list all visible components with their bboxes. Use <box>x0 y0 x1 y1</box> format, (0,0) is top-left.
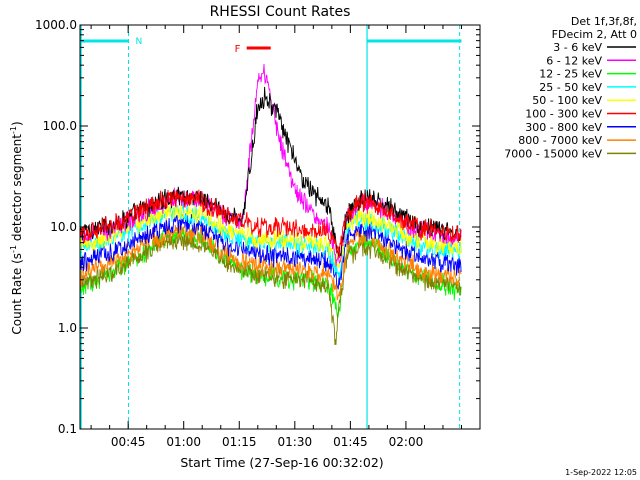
y-axis-label-close: ) <box>10 121 24 126</box>
chart-title: RHESSI Count Rates <box>210 4 351 20</box>
legend-label: 7000 - 15000 keV <box>504 147 602 160</box>
x-tick-label: 02:00 <box>389 435 424 449</box>
series-line-50-to-100keV-keV <box>79 203 462 270</box>
x-tick-label: 01:30 <box>278 435 313 449</box>
legend-label: 12 - 25 keV <box>539 68 602 81</box>
y-axis-label-tail: detector segment <box>10 134 24 245</box>
x-tick-label: 01:45 <box>333 435 368 449</box>
legend-label: 300 - 800 keV <box>525 121 602 134</box>
series-line-100-to-300keV-keV <box>79 189 462 259</box>
flare-label: F <box>235 44 241 55</box>
y-tick-label: 10.0 <box>50 220 77 234</box>
x-tick-label: 01:00 <box>166 435 201 449</box>
x-axis-label: Start Time (27-Sep-16 00:32:02) <box>180 455 383 470</box>
series-line-800-to-7000keV-keV <box>79 223 462 301</box>
x-tick-label: 01:15 <box>222 435 257 449</box>
y-tick-label: 1.0 <box>58 321 77 335</box>
y-axis-label-main: Count Rate (s <box>10 253 24 335</box>
legend: Det 1f,3f,8f, FDecim 2, Att 0 3 - 6 keV6… <box>504 15 637 160</box>
legend-label: 100 - 300 keV <box>525 108 602 121</box>
series-line-300-to-800keV-keV <box>79 213 462 290</box>
y-tick-label: 1000.0 <box>35 18 77 32</box>
y-axis-label-exp: -1 <box>9 245 18 253</box>
y-axis-label: Count Rate (s-1 detector segment-1) <box>9 121 24 334</box>
legend-header-line-1: Det 1f,3f,8f, <box>571 15 637 28</box>
legend-label: 3 - 6 keV <box>553 41 602 54</box>
legend-label: 50 - 100 keV <box>532 94 602 107</box>
legend-label: 25 - 50 keV <box>539 81 602 94</box>
series-line-7000-to-15000keV-keV <box>79 230 462 346</box>
plot-frame <box>79 24 481 430</box>
y-tick-label: 100.0 <box>43 119 77 133</box>
night-label: N <box>136 37 143 47</box>
footer-timestamp: 1-Sep-2022 12:05 <box>565 468 637 477</box>
x-tick-label: 00:45 <box>111 435 146 449</box>
legend-label: 6 - 12 keV <box>546 54 602 67</box>
legend-header-line-2: FDecim 2, Att 0 <box>552 28 637 41</box>
y-axis-label-exp2: -1 <box>9 126 18 134</box>
legend-label: 800 - 7000 keV <box>518 134 602 147</box>
y-tick-label: 0.1 <box>58 422 77 436</box>
